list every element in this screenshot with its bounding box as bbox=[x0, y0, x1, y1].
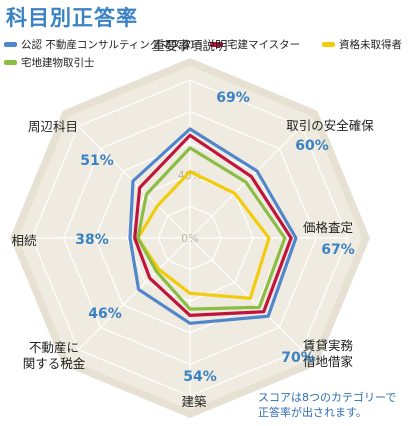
legend-swatch-takken-meister bbox=[210, 42, 223, 47]
legend-label-unqualified: 資格未取得者 bbox=[339, 39, 402, 51]
legend-label-takken-shi: 宅地建物取引士 bbox=[21, 57, 95, 69]
legend-item-takken-meister: 宅建マイスター bbox=[210, 37, 300, 52]
category-label-2: 取引の安全確保 bbox=[286, 118, 374, 133]
legend-label-consulting-master: 公認 不動産コンサルティングマスター bbox=[21, 39, 203, 51]
note-line-1: スコアは8つのカテゴリーで bbox=[258, 391, 397, 404]
category-label-4: 賃貸実務借地借家 bbox=[303, 338, 354, 369]
chart-series bbox=[128, 127, 298, 325]
category-label-3: 価格査定 bbox=[303, 220, 353, 235]
value-label-5: 54% bbox=[183, 369, 217, 385]
chart-note: スコアは8つのカテゴリーで 正答率が出されます。 bbox=[258, 390, 396, 420]
category-label-5: 建築 bbox=[181, 394, 207, 409]
grid-spoke-4 bbox=[189, 237, 303, 351]
value-label-2: 60% bbox=[295, 138, 329, 154]
legend-swatch-unqualified bbox=[322, 42, 335, 47]
category-label-1: 重要事項説明 bbox=[152, 38, 227, 53]
chart-title: 科目別正答率 bbox=[6, 6, 138, 30]
value-label-8: 51% bbox=[80, 153, 114, 169]
value-label-7: 38% bbox=[75, 232, 109, 248]
legend-swatch-takken-shi bbox=[4, 60, 17, 65]
legend-label-takken-meister: 宅建マイスター bbox=[227, 39, 301, 51]
grid-spoke-6 bbox=[77, 237, 191, 351]
legend-item-consulting-master: 公認 不動産コンサルティングマスター bbox=[4, 37, 202, 52]
category-label-6: 不動産に関する税金 bbox=[23, 340, 86, 371]
value-label-1: 69% bbox=[216, 90, 250, 106]
value-label-3: 67% bbox=[321, 242, 355, 258]
legend-item-unqualified: 資格未取得者 bbox=[322, 37, 402, 52]
legend-item-takken-shi: 宅地建物取引士 bbox=[4, 55, 95, 70]
legend-swatch-consulting-master bbox=[4, 42, 17, 47]
category-label-7: 相続 bbox=[11, 233, 37, 248]
value-label-4: 70% bbox=[281, 350, 315, 366]
value-label-6: 46% bbox=[88, 306, 122, 322]
tick-label-1: 0% bbox=[181, 232, 198, 245]
category-label-8: 周辺科目 bbox=[28, 119, 78, 134]
note-line-2: 正答率が出されます。 bbox=[258, 406, 367, 419]
